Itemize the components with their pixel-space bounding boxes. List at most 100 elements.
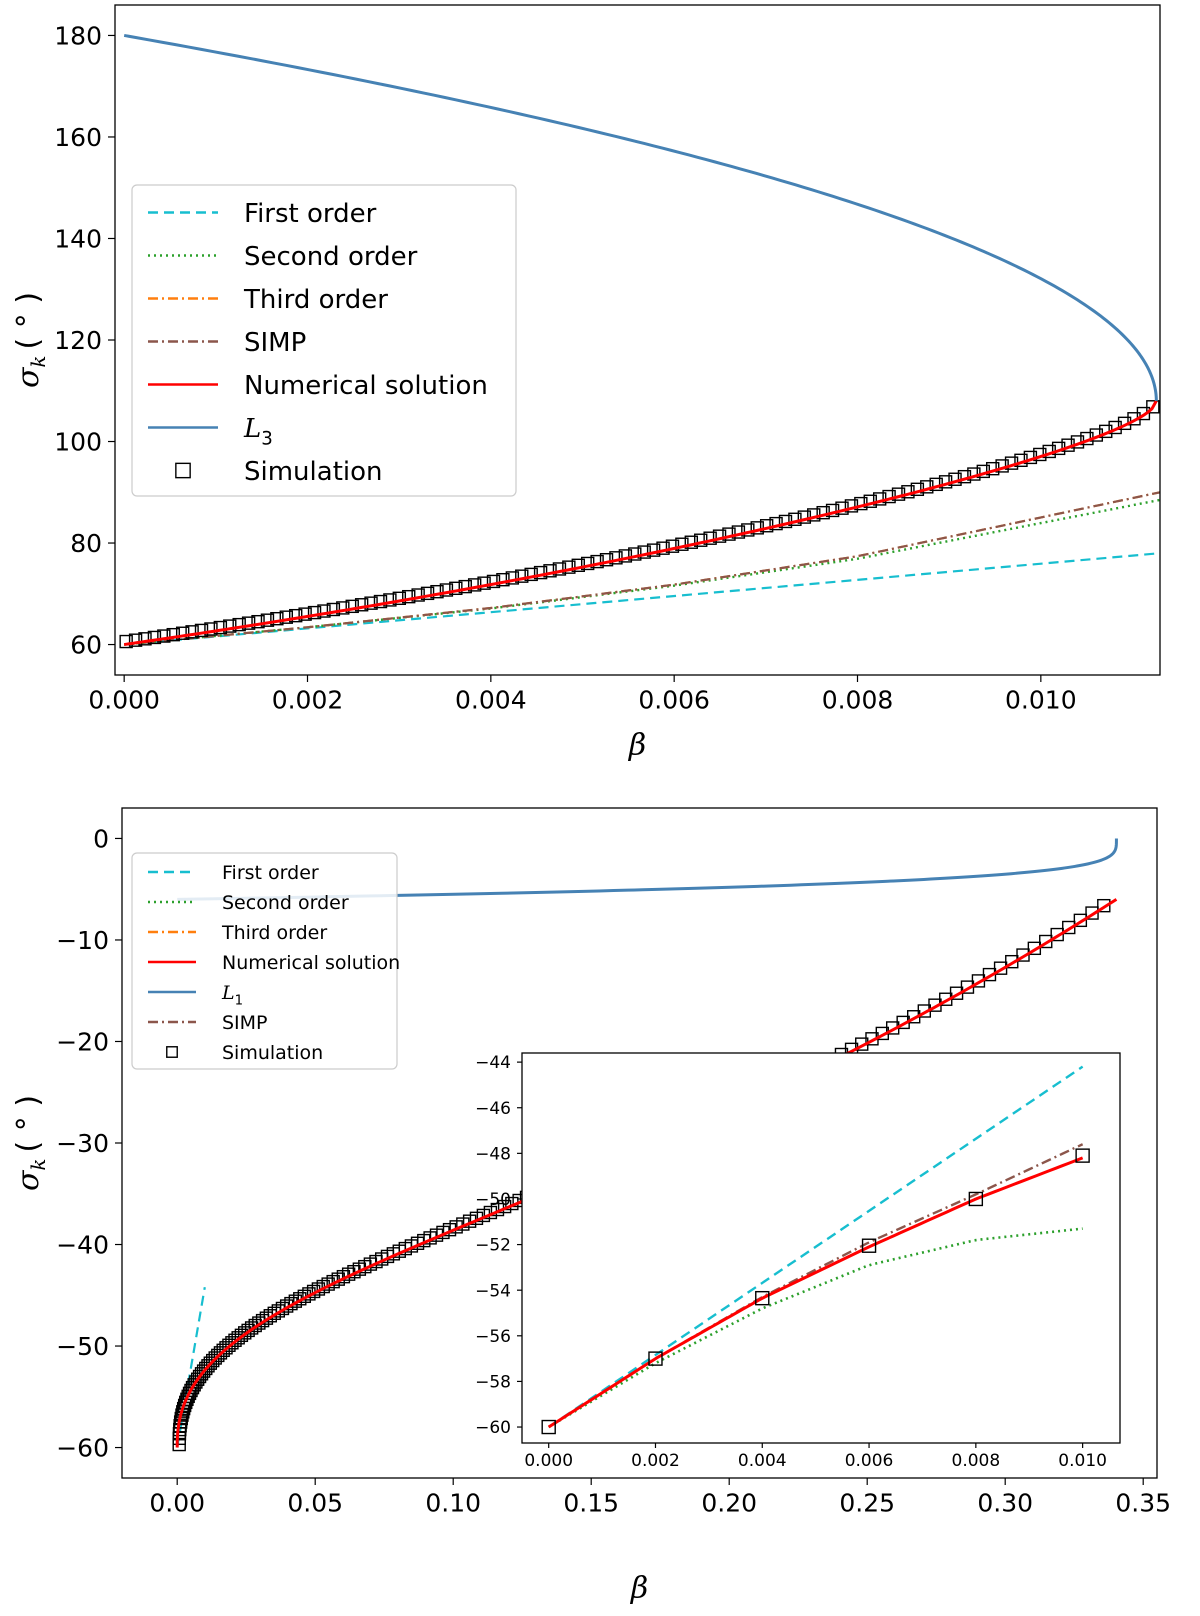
y-axis-subscript: k [26,355,50,367]
plot-frame [121,807,1158,1479]
series-numerical-solution [123,400,1158,647]
y-axis-label: σk ( ° ) [11,1095,50,1191]
series-simp [124,491,1161,646]
inset-simulation-marker [541,1419,556,1435]
inset-simulation-marker [1075,1148,1090,1163]
legend-label-simp: SIMP [244,328,306,358]
y-tick-label: −58 [475,1373,511,1393]
simulation-marker [147,630,162,645]
simulation-marker [194,623,209,638]
simulation-marker [238,1326,252,1340]
simulation-marker [1027,941,1042,956]
x-tick-label: 0.002 [631,1451,680,1471]
y-tick-label: −40 [56,1231,109,1260]
x-tick-label: 0.000 [88,685,160,714]
y-tick-label: 160 [54,123,102,152]
series-second-order [124,498,1161,646]
x-tick-label: 0.05 [287,1488,343,1517]
x-tick-label: 0.008 [952,1451,1001,1471]
x-tick-label: 0.35 [1115,1488,1171,1517]
simulation-marker [1073,913,1088,928]
legend-subscript: 3 [261,429,273,450]
y-tick-label: −54 [475,1281,511,1301]
simulation-marker [206,1353,220,1368]
simulation-marker [1050,927,1064,942]
y-axis-symbol: σ [11,1169,46,1191]
y-tick-label: −50 [56,1332,109,1361]
simulation-marker [439,583,454,597]
x-tick-label: 0.002 [272,685,344,714]
y-axis-unit: ( ° ) [11,292,46,349]
x-tick-label: 0.006 [638,685,710,714]
y-tick-label: 180 [54,21,102,50]
simulation-marker [175,626,190,640]
simulation-marker [241,616,256,630]
simulation-marker [208,1351,222,1365]
x-axis-label: β [630,1571,648,1606]
y-tick-label: 100 [54,428,102,457]
legend-subscript: 1 [235,994,243,1009]
x-tick-label: 0.008 [822,685,894,714]
simulation-marker [157,629,171,643]
inset-simulation-marker [755,1290,770,1306]
y-tick-label: 0 [93,824,109,853]
x-tick-label: 0.25 [839,1488,895,1517]
legend-label-simulation: Simulation [244,457,383,487]
y-tick-label: −52 [475,1236,511,1256]
inset-simulation-marker [648,1351,663,1366]
simulation-marker [128,633,143,647]
simulation-marker [289,608,303,623]
simulation-marker [326,602,341,617]
simulation-marker [201,1359,215,1373]
legend-label-second: Second order [244,242,418,272]
simulation-marker [420,586,435,601]
legend-label-third: Third order [243,285,388,315]
inset-numerical-solution [547,1156,1084,1429]
legend-label-third: Third order [221,922,327,944]
simulation-marker [119,634,133,649]
legend-frame [131,852,398,1070]
simulation-marker [248,1318,262,1333]
y-axis-subscript: k [26,1158,50,1170]
top-chart: 0.000 0.002 0.004 0.006 0.008 0.010 60 80 100 120… [11,4,1161,763]
x-tick-label: 0.15 [563,1488,619,1517]
inset-chart: 0.000 0.002 0.004 0.006 0.008 0.010 −44 −46 −48 −… [475,1052,1121,1471]
inset-first-order [548,1065,1084,1429]
series-l1 [177,837,1118,901]
legend-symbol: L [243,414,261,444]
simulation-marker [270,611,284,626]
y-tick-label: −60 [56,1434,109,1463]
y-tick-label: −10 [56,926,109,955]
x-axis-label: β [628,728,646,763]
inset-simulation-marker [861,1238,877,1253]
simulation-marker [364,596,378,610]
y-tick-label: −60 [475,1418,511,1438]
simulation-marker [204,622,218,636]
simulation-marker [298,607,312,621]
simulation-marker [1136,406,1151,421]
legend-label-numerical: Numerical solution [244,371,488,401]
simulation-marker [166,627,180,642]
simulation-marker [259,1311,274,1325]
simulation-marker [263,1309,277,1323]
simulation-marker [458,579,472,594]
simulation-marker [1062,920,1076,935]
y-axis-symbol: σ [11,366,46,388]
legend-label-first: First order [222,862,319,884]
simulation-marker [467,578,482,592]
legend-label-lagrange: L1 [221,982,243,1009]
y-tick-label: 140 [54,224,102,253]
x-tick-label: 0.004 [455,685,527,714]
legend-label-numerical: Numerical solution [222,952,400,974]
simulation-marker [1097,898,1111,913]
simulation-marker [1085,906,1099,920]
legend-frame [131,184,517,497]
simulation-marker [244,1321,259,1335]
simulation-marker [138,632,152,646]
simulation-marker [260,613,275,627]
legend-symbol: L [221,982,235,1004]
simulation-marker [223,619,237,633]
simulation-marker [449,581,463,596]
x-tick-label: 0.004 [738,1451,787,1471]
